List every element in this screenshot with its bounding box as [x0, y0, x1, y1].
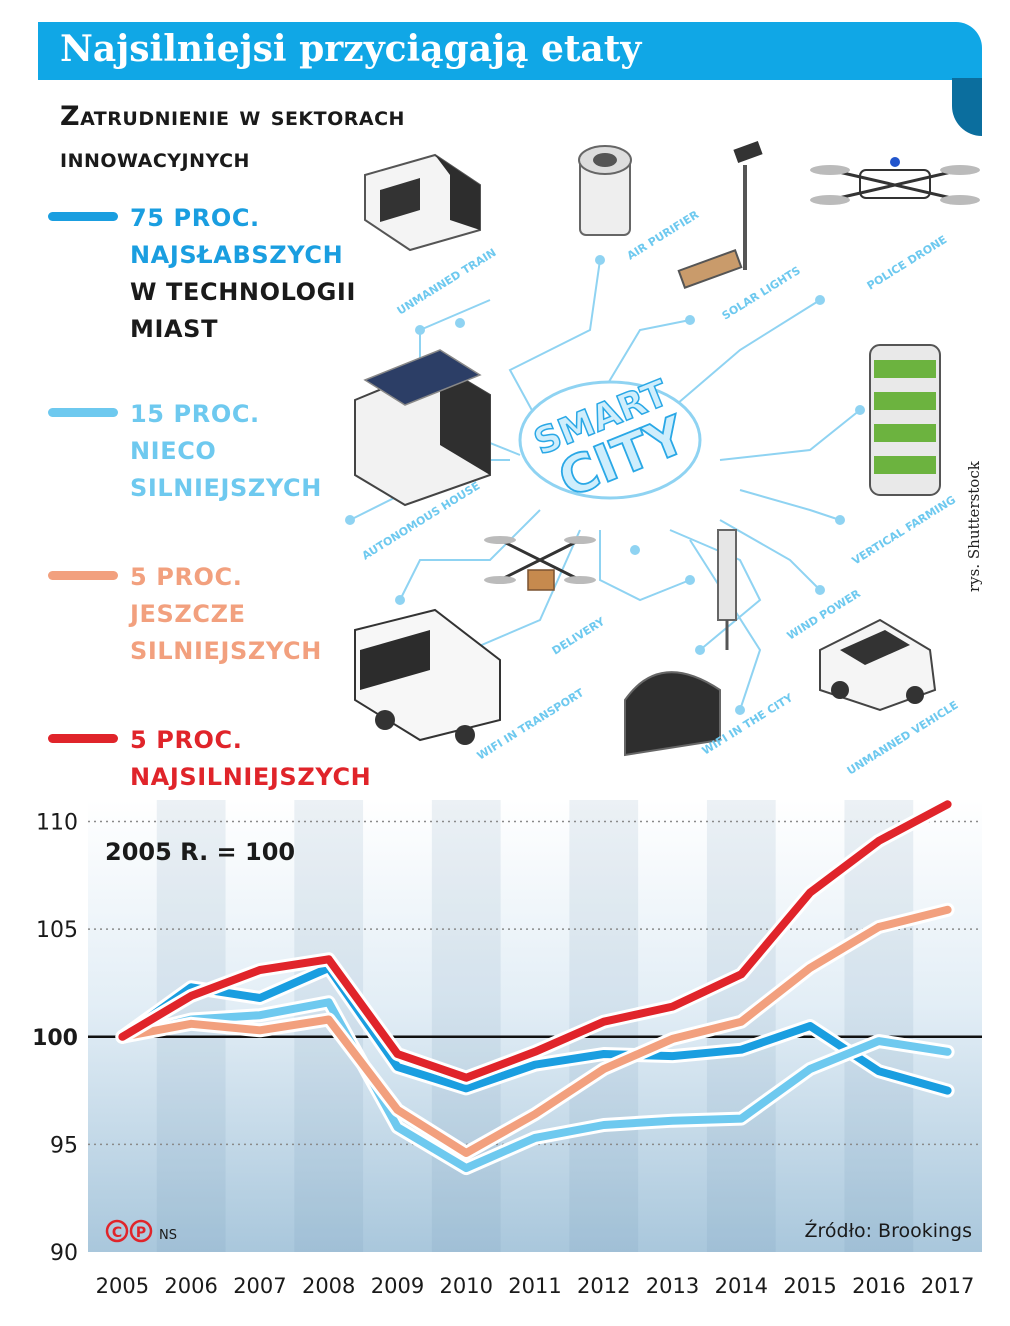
- x-tick-label: 2012: [577, 1274, 630, 1298]
- legend-text-somewhat-stronger: 15 proc. nieco silniejszych: [130, 396, 430, 507]
- label-police-drone: POLICE DRONE: [865, 233, 950, 293]
- title-banner-fold: [952, 78, 982, 136]
- chart-subtitle: Zatrudnienie w sektorach innowacyjnych: [60, 101, 405, 174]
- label-solar-lights: SOLAR LIGHTS: [720, 264, 803, 323]
- legend-line: silniejszych: [130, 637, 322, 665]
- unmanned-car: [819, 618, 937, 712]
- publisher-logo: C P NS: [105, 1219, 177, 1243]
- x-tick-label: 2014: [715, 1274, 768, 1298]
- air-purifier: [578, 145, 632, 236]
- legend-line: miast: [130, 315, 219, 343]
- title-banner: [38, 22, 982, 80]
- year-band: [844, 800, 914, 1252]
- vertical-farm: [869, 344, 941, 496]
- series-lines: [115, 797, 955, 1176]
- legend-swatch-strongest: [48, 734, 118, 743]
- svg-text:C: C: [112, 1225, 122, 1241]
- legend-text-even-stronger: 5 proc. jeszcze silniejszych: [130, 559, 430, 670]
- index-annotation: 2005 r. = 100: [105, 838, 295, 866]
- x-tick-label: 2011: [508, 1274, 561, 1298]
- y-tick-label: 100: [32, 1026, 78, 1051]
- logo-initials: NS: [159, 1228, 177, 1243]
- legend-line: nieco: [130, 437, 217, 465]
- legend-swatch-weakest: [48, 212, 118, 221]
- series-line-2: [118, 998, 952, 1173]
- year-band: [431, 800, 501, 1252]
- x-tick-label: 2006: [164, 1274, 217, 1298]
- smart-city-hub: [518, 380, 702, 500]
- smart-city-illustration: SMART CITY: [345, 140, 980, 778]
- series-line-4: [118, 800, 952, 1082]
- source-note: Źródło: Brookings: [804, 1219, 972, 1242]
- series-line-3: [118, 905, 952, 1157]
- delivery-drone: [484, 536, 596, 591]
- x-tick-label: 2005: [96, 1274, 149, 1298]
- x-tick-label: 2017: [921, 1274, 974, 1298]
- x-tick-label: 2010: [440, 1274, 493, 1298]
- series-line-1: [118, 963, 952, 1095]
- y-tick-label: 95: [50, 1133, 78, 1158]
- x-tick-label: 2009: [371, 1274, 424, 1298]
- bus: [354, 608, 501, 745]
- svg-text:P: P: [136, 1225, 146, 1241]
- autonomous-house: [354, 349, 491, 507]
- page-title: Najsilniejsi przyciągają etaty: [60, 28, 642, 70]
- legend-text-weakest: 75 proc. najsłabszych w technologii mias…: [130, 200, 430, 348]
- label-unmanned-vehicle: UNMANNED VEHICLE: [845, 698, 961, 777]
- legend-line: 15 proc.: [130, 400, 260, 428]
- x-tick-label: 2007: [233, 1274, 286, 1298]
- label-unmanned-train: UNMANNED TRAIN: [395, 246, 499, 318]
- x-tick-label: 2008: [302, 1274, 355, 1298]
- label-air-purifier: AIR PURIFIER: [625, 208, 702, 263]
- y-tick-label: 105: [36, 918, 78, 943]
- police-drone: [810, 157, 980, 205]
- legend-line: w technologii: [130, 278, 356, 306]
- legend-line: najsilniejszych: [130, 763, 372, 791]
- unmanned-train: [364, 153, 481, 252]
- legend-swatch-even-stronger: [48, 571, 118, 580]
- y-tick-label: 90: [50, 1241, 78, 1266]
- x-tick-label: 2016: [852, 1274, 905, 1298]
- wind-turbine: [717, 529, 737, 650]
- x-axis-ticks: 2005 2006 2007 2008 2009 2010 2011 2012 2013 2014…: [96, 1252, 974, 1300]
- wifi-shelter: [624, 671, 721, 757]
- y-axis-ticks: 90 95 100 105 110: [32, 811, 78, 1266]
- x-tick-label: 2015: [783, 1274, 836, 1298]
- legend-line: silniejszych: [130, 474, 322, 502]
- label-delivery: DELIVERY: [550, 614, 608, 657]
- legend-line: 75 proc.: [130, 204, 260, 232]
- solar-light: [677, 140, 763, 289]
- legend-line: 5 proc.: [130, 726, 243, 754]
- label-vertical-farming: VERTICAL FARMING: [850, 493, 958, 567]
- x-tick-label: 2013: [646, 1274, 699, 1298]
- y-tick-label: 110: [36, 811, 78, 836]
- connector-dots: [345, 255, 865, 715]
- legend-swatch-somewhat-stronger: [48, 408, 118, 417]
- legend-line: najsłabszych: [130, 241, 344, 269]
- legend-text-strongest: 5 proc. najsilniejszych: [130, 722, 430, 796]
- legend-line: jeszcze: [130, 600, 246, 628]
- legend-line: 5 proc.: [130, 563, 243, 591]
